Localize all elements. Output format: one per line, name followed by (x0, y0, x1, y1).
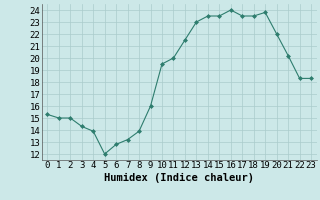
X-axis label: Humidex (Indice chaleur): Humidex (Indice chaleur) (104, 173, 254, 183)
